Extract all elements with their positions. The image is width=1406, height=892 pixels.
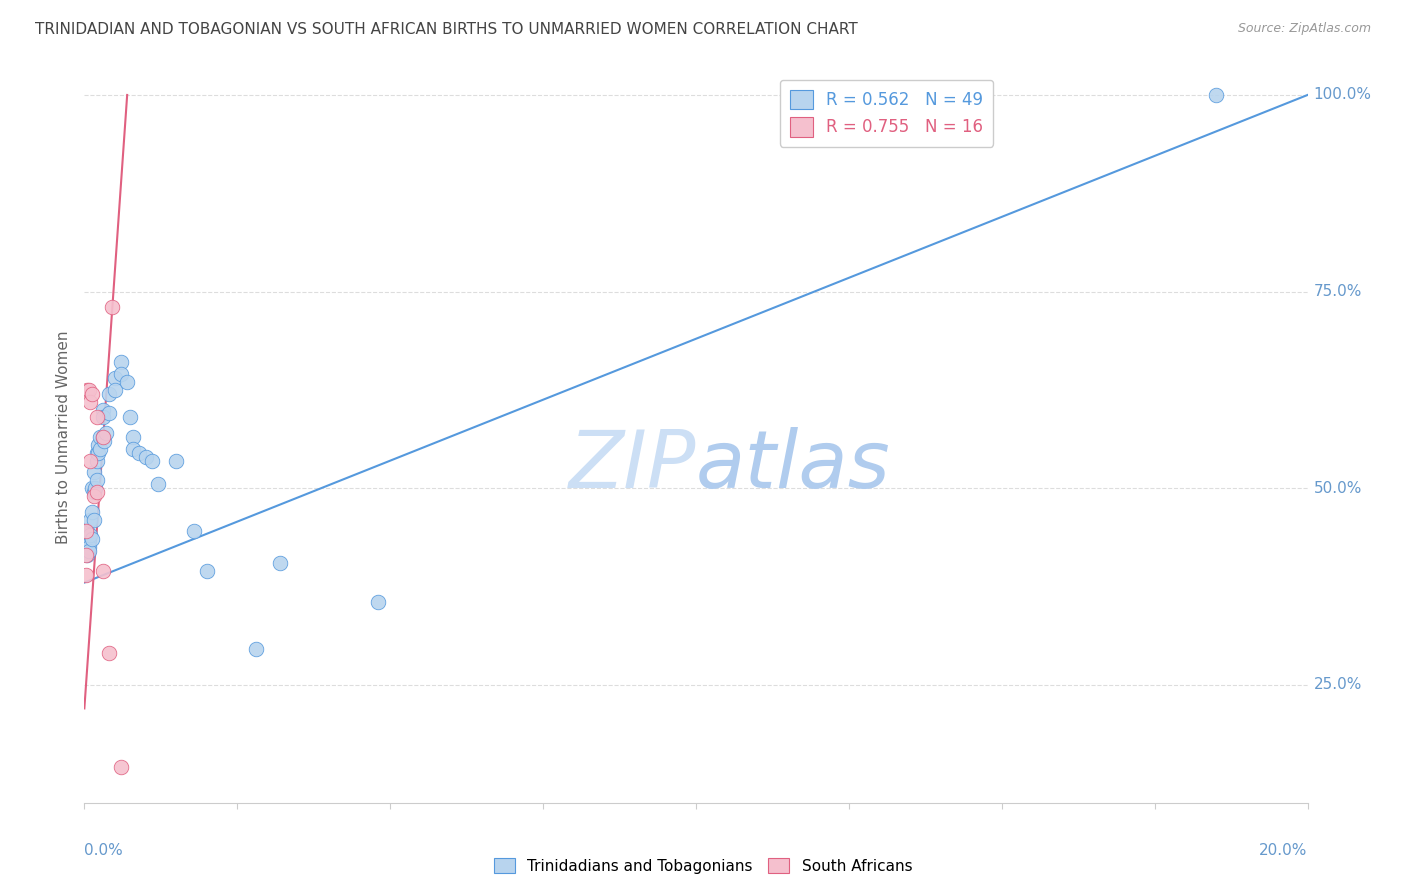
Point xyxy=(84,481,107,495)
Point xyxy=(120,410,142,425)
Text: ZIP: ZIP xyxy=(568,427,696,506)
Point xyxy=(128,446,150,460)
Text: TRINIDADIAN AND TOBAGONIAN VS SOUTH AFRICAN BIRTHS TO UNMARRIED WOMEN CORRELATIO: TRINIDADIAN AND TOBAGONIAN VS SOUTH AFRI… xyxy=(35,22,858,37)
Point xyxy=(91,430,114,444)
Point xyxy=(75,536,97,550)
Text: Source: ZipAtlas.com: Source: ZipAtlas.com xyxy=(1237,22,1371,36)
Y-axis label: Births to Unmarried Women: Births to Unmarried Women xyxy=(56,330,72,544)
Point xyxy=(245,642,267,657)
Point xyxy=(76,548,98,562)
Point xyxy=(86,473,108,487)
Point xyxy=(269,556,291,570)
Text: atlas: atlas xyxy=(696,427,891,506)
Point xyxy=(122,430,145,444)
Legend: R = 0.562   N = 49, R = 0.755   N = 16: R = 0.562 N = 49, R = 0.755 N = 16 xyxy=(780,79,994,146)
Text: 75.0%: 75.0% xyxy=(1313,284,1362,299)
Text: 20.0%: 20.0% xyxy=(1260,843,1308,858)
Point xyxy=(75,528,97,542)
Point xyxy=(104,371,127,385)
Text: 0.0%: 0.0% xyxy=(84,843,124,858)
Point xyxy=(115,375,138,389)
Point xyxy=(80,505,103,519)
Point xyxy=(83,466,105,480)
Point xyxy=(77,544,100,558)
Point xyxy=(110,355,132,369)
Point xyxy=(104,383,127,397)
Point xyxy=(146,477,169,491)
Point xyxy=(97,407,120,421)
Point xyxy=(75,548,97,562)
Point xyxy=(91,402,114,417)
Point xyxy=(83,489,105,503)
Point xyxy=(86,410,108,425)
Point xyxy=(110,367,132,381)
Point xyxy=(122,442,145,456)
Point xyxy=(75,524,97,539)
Point xyxy=(87,438,110,452)
Point xyxy=(77,540,100,554)
Point xyxy=(97,646,120,660)
Point xyxy=(76,524,98,539)
Point xyxy=(79,513,101,527)
Point xyxy=(135,450,157,464)
Text: 100.0%: 100.0% xyxy=(1313,87,1372,103)
Point xyxy=(367,595,389,609)
Point xyxy=(80,387,103,401)
Point xyxy=(86,446,108,460)
Point xyxy=(94,426,117,441)
Point xyxy=(141,453,163,467)
Point xyxy=(1205,87,1227,102)
Point xyxy=(79,453,101,467)
Point xyxy=(82,533,104,547)
Point xyxy=(76,383,98,397)
Point xyxy=(80,481,103,495)
Legend: Trinidadians and Tobagonians, South Africans: Trinidadians and Tobagonians, South Afri… xyxy=(488,852,918,880)
Point xyxy=(195,564,218,578)
Text: 50.0%: 50.0% xyxy=(1313,481,1362,496)
Point xyxy=(79,394,101,409)
Point xyxy=(89,430,111,444)
Point xyxy=(91,564,114,578)
Point xyxy=(93,434,115,448)
Point xyxy=(83,513,105,527)
Point xyxy=(101,301,124,315)
Point xyxy=(91,430,114,444)
Point xyxy=(75,567,97,582)
Point xyxy=(86,485,108,500)
Point xyxy=(91,410,114,425)
Point xyxy=(110,760,132,774)
Point xyxy=(183,524,205,539)
Point xyxy=(97,387,120,401)
Point xyxy=(83,485,105,500)
Point xyxy=(89,442,111,456)
Point xyxy=(77,536,100,550)
Point xyxy=(77,383,100,397)
Point xyxy=(79,528,101,542)
Text: 25.0%: 25.0% xyxy=(1313,677,1362,692)
Point xyxy=(165,453,187,467)
Point xyxy=(86,453,108,467)
Point xyxy=(87,446,110,460)
